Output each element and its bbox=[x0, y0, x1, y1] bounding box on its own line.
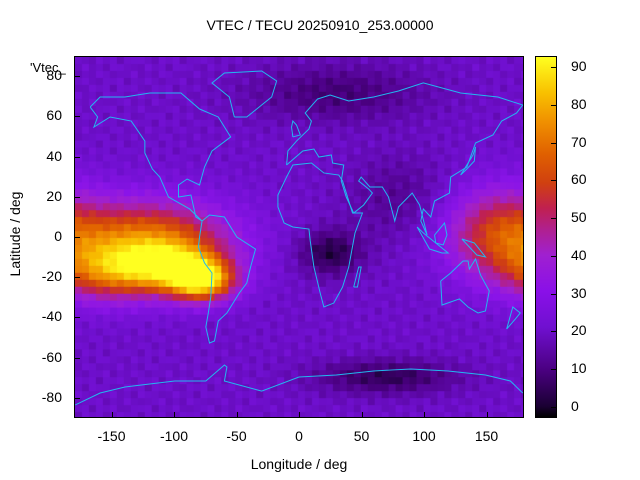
y-tick-mark bbox=[74, 237, 80, 238]
y-tick-label: -20 bbox=[41, 268, 62, 285]
coastline-africa bbox=[277, 162, 364, 308]
plot-title: VTEC / TECU 20250910_253.00000 bbox=[206, 17, 434, 33]
y-tick-mark bbox=[74, 116, 80, 118]
x-tick-label: -150 bbox=[97, 428, 126, 444]
x-tick-mark bbox=[486, 412, 488, 418]
y-tick-label: 20 bbox=[46, 187, 62, 204]
y-tick-mark bbox=[74, 317, 80, 319]
colorbar-tick-mark bbox=[551, 406, 557, 408]
y-tick-mark bbox=[74, 156, 80, 158]
y-tick-label: 40 bbox=[46, 147, 62, 164]
colorbar-tick-mark bbox=[551, 142, 557, 144]
x-tick-label: -50 bbox=[226, 428, 247, 444]
coastline-new-guinea bbox=[461, 238, 487, 258]
x-axis-label: Longitude / deg bbox=[250, 456, 348, 472]
y-tick-mark bbox=[74, 277, 80, 279]
y-tick-label: -40 bbox=[41, 308, 62, 325]
y-tick-mark bbox=[74, 357, 80, 359]
colorbar-tick-label: 70 bbox=[571, 133, 587, 150]
colorbar-tick-mark bbox=[551, 218, 557, 220]
colorbar-tick-label: 80 bbox=[571, 96, 587, 113]
colorbar-tick-label: 10 bbox=[571, 359, 587, 376]
vtec-heatmap-canvas bbox=[75, 57, 523, 417]
colorbar-tick-mark bbox=[551, 331, 557, 333]
coastline-antarctica bbox=[75, 364, 523, 406]
y-tick-label: 80 bbox=[46, 67, 62, 84]
colorbar-tick-mark bbox=[551, 368, 557, 370]
x-tick-mark bbox=[361, 412, 363, 418]
coastline-overlay bbox=[75, 70, 523, 406]
coastline-new-zealand bbox=[506, 306, 521, 330]
coastline-north-america bbox=[89, 92, 232, 222]
y-tick-label: 0 bbox=[54, 228, 62, 244]
vtec-map bbox=[74, 56, 524, 418]
x-tick-label: 100 bbox=[412, 428, 436, 444]
x-tick-label: -100 bbox=[159, 428, 189, 444]
coastline-madagascar bbox=[353, 266, 362, 288]
coastline-australia bbox=[440, 257, 490, 314]
x-tick-label: 0 bbox=[295, 428, 303, 444]
y-tick-mark bbox=[74, 76, 80, 78]
coastline-greenland bbox=[211, 70, 278, 118]
coastline-eurasia bbox=[286, 82, 523, 236]
y-tick-mark bbox=[74, 397, 80, 399]
colorbar-tick-label: 20 bbox=[571, 322, 587, 339]
colorbar-tick-mark bbox=[551, 105, 557, 107]
y-tick-label: -60 bbox=[41, 348, 62, 365]
x-tick-mark bbox=[299, 412, 300, 418]
colorbar-tick-label: 0 bbox=[571, 397, 579, 414]
colorbar-tick-label: 60 bbox=[571, 171, 587, 188]
coastline-borneo bbox=[434, 221, 448, 246]
colorbar-tick-mark bbox=[551, 293, 557, 295]
colorbar-tick-label: 30 bbox=[571, 284, 587, 301]
x-tick-label: 50 bbox=[353, 428, 370, 444]
colorbar-tick-label: 50 bbox=[571, 209, 587, 226]
y-tick-mark bbox=[74, 196, 80, 198]
colorbar-tick-label: 40 bbox=[571, 246, 587, 263]
coastline-indonesia bbox=[416, 226, 450, 254]
coastline-south-america bbox=[197, 214, 257, 344]
coastline-uk bbox=[291, 120, 301, 138]
y-axis-label: Latitude / deg bbox=[7, 191, 23, 277]
legend-key-label: 'Vtec_ bbox=[30, 60, 66, 75]
x-tick-mark bbox=[236, 412, 238, 418]
colorbar-tick-mark bbox=[551, 255, 557, 257]
coastline-japan bbox=[460, 146, 477, 176]
colorbar-tick-mark bbox=[551, 67, 557, 69]
y-tick-label: -80 bbox=[41, 388, 62, 405]
colorbar-tick-label: 90 bbox=[571, 58, 587, 75]
y-tick-label: 60 bbox=[46, 107, 62, 124]
x-tick-mark bbox=[424, 412, 425, 418]
x-tick-label: 150 bbox=[474, 428, 499, 444]
x-tick-mark bbox=[111, 412, 113, 418]
colorbar bbox=[535, 56, 557, 418]
colorbar-tick-mark bbox=[551, 180, 557, 182]
x-tick-mark bbox=[174, 412, 175, 418]
